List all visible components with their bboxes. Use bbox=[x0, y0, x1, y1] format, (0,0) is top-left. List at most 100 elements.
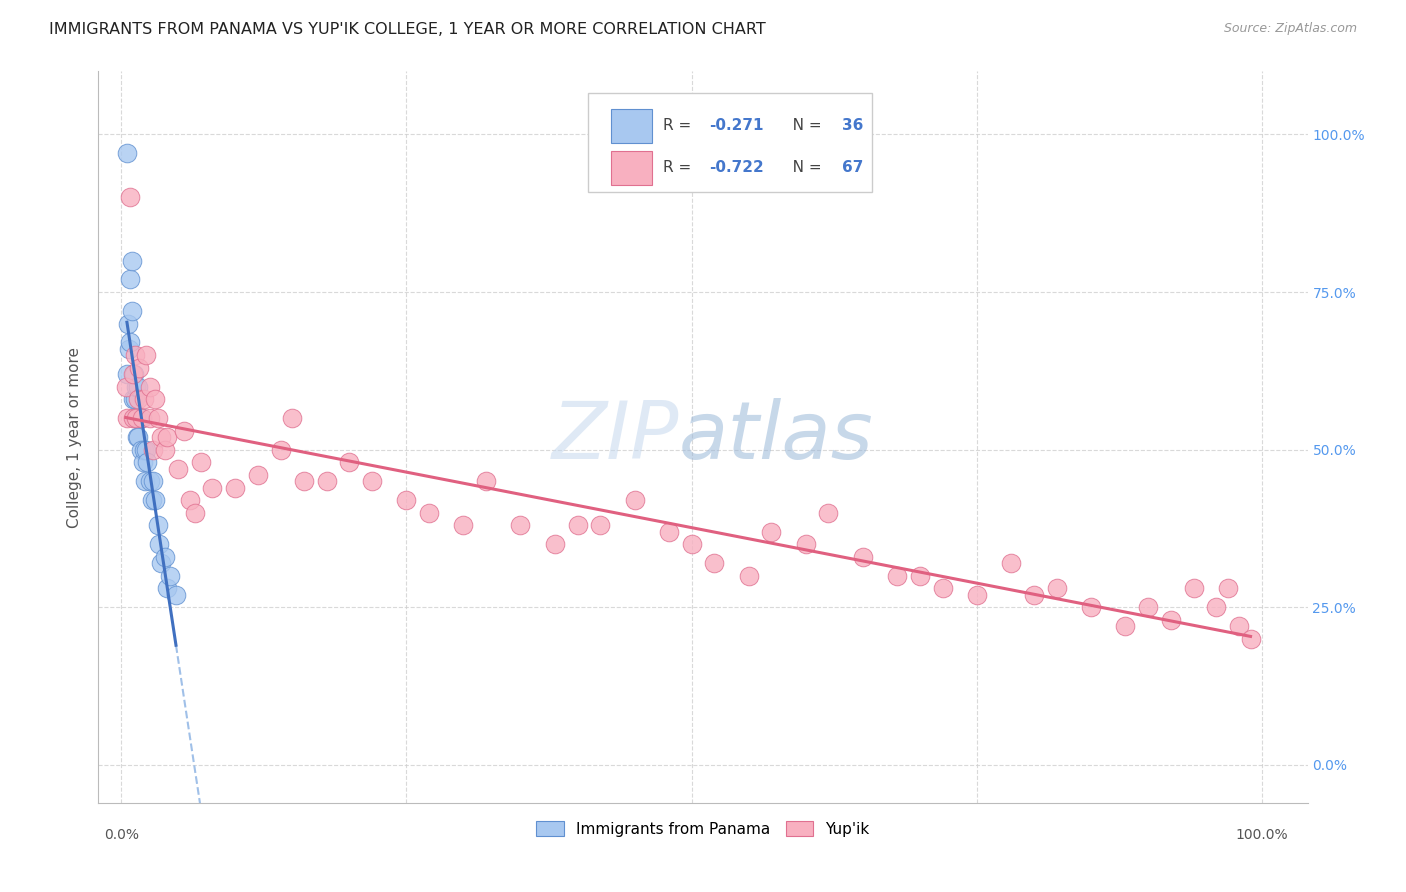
Point bbox=[120, 190, 142, 204]
Point bbox=[544, 537, 567, 551]
Point bbox=[179, 493, 201, 508]
Text: -0.271: -0.271 bbox=[709, 119, 763, 133]
Point bbox=[173, 424, 195, 438]
Point bbox=[128, 360, 150, 375]
Point bbox=[852, 549, 875, 564]
Point bbox=[167, 461, 190, 475]
Point bbox=[115, 146, 138, 161]
Point bbox=[292, 474, 315, 488]
Point bbox=[190, 455, 212, 469]
Point bbox=[165, 588, 187, 602]
Point bbox=[475, 474, 498, 488]
Point bbox=[124, 392, 146, 407]
Text: N =: N = bbox=[778, 119, 827, 133]
Point bbox=[395, 493, 418, 508]
Point bbox=[1000, 556, 1022, 570]
Point bbox=[146, 411, 169, 425]
Point bbox=[150, 430, 173, 444]
Point bbox=[589, 518, 612, 533]
Point bbox=[337, 455, 360, 469]
Point bbox=[1216, 582, 1239, 596]
Point bbox=[141, 493, 163, 508]
Point bbox=[127, 430, 149, 444]
Point bbox=[817, 506, 839, 520]
Text: R =: R = bbox=[664, 161, 696, 176]
Point bbox=[127, 379, 149, 393]
Point bbox=[132, 392, 155, 407]
Point bbox=[142, 442, 165, 457]
Text: N =: N = bbox=[778, 161, 827, 176]
Point bbox=[153, 549, 176, 564]
Point bbox=[270, 442, 292, 457]
Point bbox=[761, 524, 783, 539]
Point bbox=[124, 348, 146, 362]
Point bbox=[509, 518, 531, 533]
Text: 67: 67 bbox=[842, 161, 863, 176]
Point bbox=[1227, 619, 1250, 633]
Point bbox=[145, 392, 167, 407]
Point bbox=[148, 537, 170, 551]
Point bbox=[120, 335, 142, 350]
Point bbox=[1239, 632, 1261, 646]
Point bbox=[315, 474, 337, 488]
Point bbox=[129, 442, 152, 457]
Point bbox=[122, 411, 145, 425]
Point bbox=[146, 518, 169, 533]
Point bbox=[1046, 582, 1069, 596]
Point bbox=[184, 506, 207, 520]
Point bbox=[117, 317, 139, 331]
Point bbox=[128, 411, 150, 425]
Point bbox=[1182, 582, 1205, 596]
FancyBboxPatch shape bbox=[588, 94, 872, 192]
Point bbox=[125, 411, 148, 425]
Point bbox=[1114, 619, 1136, 633]
Text: ZIP: ZIP bbox=[551, 398, 679, 476]
Point bbox=[121, 253, 143, 268]
Point bbox=[931, 582, 953, 596]
Point bbox=[139, 379, 162, 393]
Point bbox=[1080, 600, 1102, 615]
Point bbox=[139, 474, 162, 488]
Point bbox=[156, 430, 179, 444]
Point bbox=[201, 481, 224, 495]
Point bbox=[623, 493, 645, 508]
Legend: Immigrants from Panama, Yup'ik: Immigrants from Panama, Yup'ik bbox=[530, 815, 876, 843]
Point bbox=[1160, 613, 1182, 627]
Point bbox=[150, 556, 173, 570]
Point bbox=[127, 430, 149, 444]
Text: 0.0%: 0.0% bbox=[104, 828, 139, 842]
Text: IMMIGRANTS FROM PANAMA VS YUP'IK COLLEGE, 1 YEAR OR MORE CORRELATION CHART: IMMIGRANTS FROM PANAMA VS YUP'IK COLLEGE… bbox=[49, 22, 766, 37]
Point bbox=[156, 582, 179, 596]
Point bbox=[681, 537, 703, 551]
Point bbox=[121, 392, 143, 407]
Point bbox=[159, 569, 181, 583]
Point bbox=[1022, 588, 1045, 602]
Point bbox=[737, 569, 759, 583]
Text: 36: 36 bbox=[842, 119, 863, 133]
Point bbox=[132, 442, 155, 457]
Point bbox=[1136, 600, 1159, 615]
Point bbox=[115, 411, 138, 425]
Point bbox=[134, 474, 156, 488]
Point bbox=[121, 367, 143, 381]
Point bbox=[125, 379, 148, 393]
Point bbox=[115, 367, 138, 381]
Point bbox=[131, 411, 153, 425]
Point bbox=[418, 506, 440, 520]
Point bbox=[281, 411, 304, 425]
Point bbox=[794, 537, 817, 551]
Point bbox=[703, 556, 725, 570]
Text: Source: ZipAtlas.com: Source: ZipAtlas.com bbox=[1223, 22, 1357, 36]
Point bbox=[136, 455, 159, 469]
Point bbox=[1205, 600, 1227, 615]
Point bbox=[125, 411, 148, 425]
Point bbox=[131, 411, 153, 425]
Text: atlas: atlas bbox=[679, 398, 873, 476]
Point bbox=[121, 411, 143, 425]
Point bbox=[114, 379, 136, 393]
Point bbox=[658, 524, 681, 539]
Point bbox=[145, 493, 167, 508]
Point bbox=[127, 392, 149, 407]
Point bbox=[908, 569, 931, 583]
Point bbox=[361, 474, 384, 488]
